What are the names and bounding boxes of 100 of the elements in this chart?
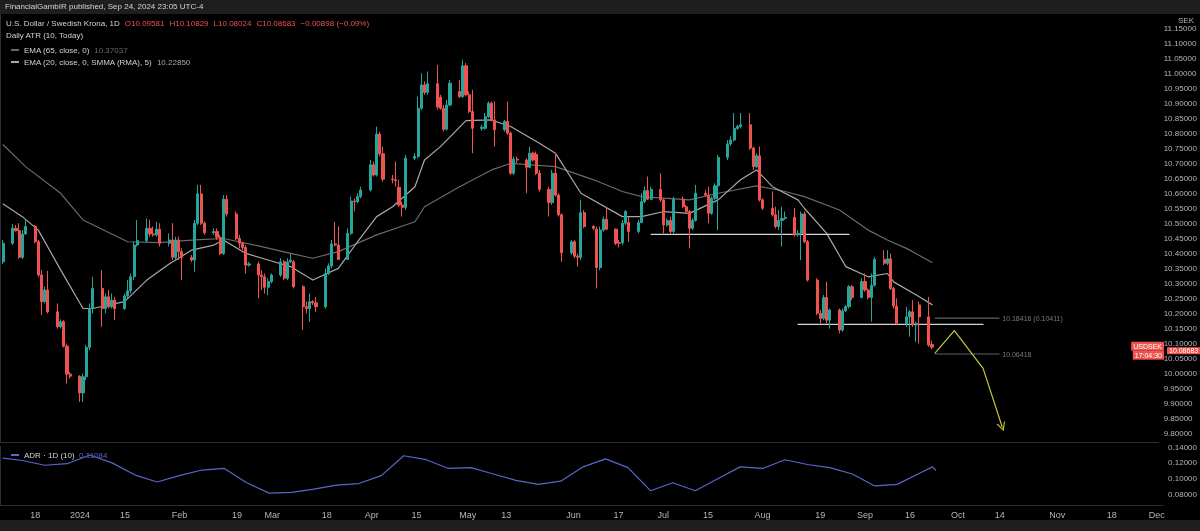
candlestick	[847, 284, 851, 310]
x-tick-label: 14	[994, 509, 1005, 520]
candlestick	[579, 199, 582, 261]
x-tick-label: 13	[501, 509, 512, 520]
x-tick-label: 18	[321, 509, 332, 520]
x-tick-label: Sep	[857, 509, 874, 520]
y-tick-label: 10.00000	[1163, 368, 1198, 378]
y-tick-label: 11.15000	[1163, 24, 1197, 34]
y-tick-label: 10.05000	[1163, 353, 1198, 363]
x-tick-label: Aug	[754, 509, 771, 520]
candlestick	[308, 293, 311, 323]
candlestick	[101, 269, 104, 328]
y-tick-label: 10.30000	[1163, 278, 1198, 288]
x-tick-label: Jul	[657, 509, 669, 520]
candlestick	[372, 161, 375, 178]
candlestick	[2, 239, 5, 265]
candlestick	[426, 70, 429, 96]
candlestick	[436, 64, 439, 111]
candlestick	[222, 194, 225, 256]
annotation: 10.22850	[156, 57, 191, 67]
y-tick-label: 10.40000	[1163, 248, 1198, 258]
candlestick	[247, 261, 251, 268]
candlestick	[793, 207, 796, 238]
candlestick	[359, 186, 362, 199]
y-tick-label: 10.25000	[1163, 293, 1198, 303]
candlestick	[717, 154, 720, 231]
candlestick	[726, 139, 729, 161]
y-tick-label: 10.60000	[1163, 189, 1198, 199]
candlestick	[375, 126, 378, 178]
candlestick	[516, 155, 519, 164]
candlestick	[493, 100, 496, 148]
candlestick	[78, 374, 81, 403]
candlestick	[174, 236, 177, 261]
candlestick	[860, 277, 863, 299]
x-tick-label: Feb	[171, 509, 188, 520]
candlestick	[886, 249, 889, 266]
x-tick-label: 17	[613, 509, 624, 520]
candlestick	[225, 194, 228, 218]
y-tick-label: 10.20000	[1163, 308, 1198, 318]
annotation: H10.10829	[169, 19, 209, 28]
y-tick-label: 9.80000	[1163, 428, 1194, 438]
candlestick	[158, 222, 161, 248]
x-tick-label: 2024	[70, 509, 91, 520]
candlestick	[822, 294, 825, 321]
candlestick	[190, 254, 193, 263]
candlestick	[56, 302, 59, 330]
candlestick	[733, 112, 736, 142]
candlestick	[650, 186, 653, 201]
candlestick	[286, 257, 289, 281]
candlestick	[528, 146, 531, 169]
candlestick	[800, 211, 803, 261]
x-tick-label: 18	[30, 509, 41, 520]
candlestick	[155, 221, 158, 238]
annotation: 10.37037	[94, 45, 129, 55]
y-tick-label: 10.70000	[1163, 159, 1198, 169]
y-tick-label: 10.90000	[1163, 99, 1198, 109]
y-tick-label: 10.10000	[1163, 338, 1198, 348]
candlestick	[171, 222, 174, 261]
candlestick	[244, 244, 247, 274]
candlestick	[669, 216, 672, 234]
candlestick	[614, 227, 618, 246]
y-tick-label: 10.45000	[1163, 233, 1198, 243]
candlestick	[110, 293, 113, 310]
candlestick	[145, 217, 148, 244]
candlestick	[263, 272, 266, 295]
x-tick-label: Oct	[951, 509, 966, 520]
x-tick-label: 19	[232, 509, 243, 520]
annotation: C10.08683	[256, 19, 296, 28]
candlestick	[755, 152, 758, 169]
candlestick	[605, 206, 608, 231]
candlestick	[739, 112, 742, 129]
candlestick	[324, 267, 327, 310]
candlestick	[59, 318, 62, 330]
candlestick	[825, 281, 828, 324]
candlestick	[595, 226, 598, 289]
x-tick-label: Jun	[566, 509, 581, 520]
legend-label: ADR · 1D (10)	[24, 450, 76, 460]
candlestick	[404, 154, 407, 211]
candlestick	[257, 261, 260, 299]
x-tick-label: Dec	[1148, 509, 1166, 520]
x-tick-label: 15	[411, 509, 422, 520]
candlestick	[279, 257, 282, 278]
candlestick	[627, 216, 630, 243]
candlestick	[314, 296, 318, 313]
candlestick	[707, 186, 710, 224]
candlestick	[841, 308, 844, 333]
candlestick	[148, 219, 152, 238]
candlestick	[212, 227, 215, 236]
candlestick	[113, 296, 116, 321]
candlestick	[353, 197, 356, 213]
y-tick-label: 0.14000	[1168, 442, 1198, 452]
candlestick	[838, 308, 841, 334]
x-tick-label: 15	[703, 509, 714, 520]
candlestick	[911, 299, 914, 328]
y-tick-label: 9.85000	[1163, 413, 1194, 423]
text: FinancialGambIR published, Sep 24, 2024 23:05 UTC-4	[0, 0, 1200, 14]
candlestick	[883, 249, 886, 266]
y-tick-label: 0.10000	[1168, 474, 1198, 484]
y-tick-label: 10.75000	[1163, 144, 1198, 154]
x-tick-label: May	[459, 509, 477, 520]
